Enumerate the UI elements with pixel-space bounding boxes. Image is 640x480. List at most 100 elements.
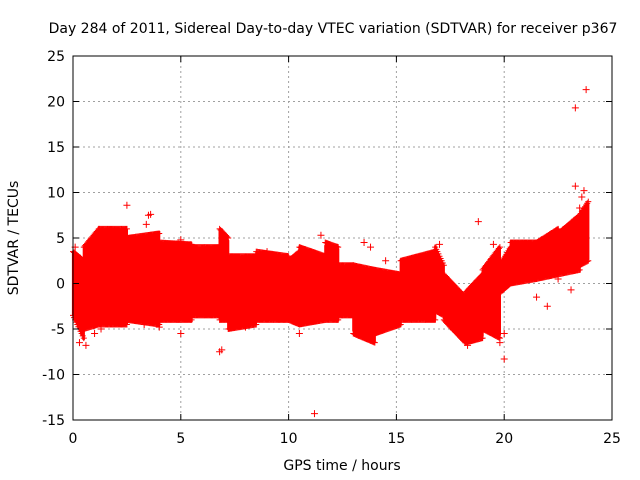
data-point-marker bbox=[317, 231, 325, 239]
data-point-marker bbox=[500, 330, 508, 338]
data-band-segment bbox=[218, 228, 230, 323]
data-band-segment bbox=[324, 240, 340, 323]
data-band-markers bbox=[296, 244, 329, 328]
data-point-marker bbox=[582, 86, 590, 94]
data-band-segment bbox=[298, 245, 327, 327]
y-tick-label: 0 bbox=[56, 277, 65, 293]
y-tick-label: 25 bbox=[47, 49, 65, 65]
data-band-segment bbox=[125, 231, 161, 327]
x-tick-label: 25 bbox=[603, 431, 621, 447]
data-point-marker bbox=[533, 293, 541, 301]
data-band-markers bbox=[496, 244, 514, 296]
data-point-marker bbox=[464, 341, 472, 349]
data-band-markers bbox=[80, 225, 102, 332]
data-band-markers bbox=[322, 239, 342, 323]
data-band-segment bbox=[82, 226, 100, 332]
data-band-markers bbox=[123, 230, 163, 328]
data-band-segment bbox=[190, 244, 221, 319]
data-point-marker bbox=[218, 346, 226, 354]
data-point-marker bbox=[576, 204, 584, 212]
x-tick-label: 20 bbox=[495, 431, 513, 447]
data-point-marker bbox=[142, 220, 150, 228]
data-point-marker bbox=[310, 410, 318, 418]
data-band-segment bbox=[373, 267, 402, 336]
data-band-segment bbox=[442, 274, 467, 343]
data-point-marker bbox=[578, 193, 586, 201]
data-point-marker bbox=[147, 210, 155, 218]
data-band-markers bbox=[156, 239, 195, 323]
data-point-marker bbox=[328, 248, 336, 256]
y-tick-label: -15 bbox=[42, 413, 65, 429]
data-point-marker bbox=[97, 325, 105, 333]
data-band-segment bbox=[535, 226, 560, 281]
x-tick-label: 5 bbox=[176, 431, 185, 447]
data-band-markers bbox=[225, 253, 260, 332]
axis-ticks: 0 5 10 15 20 25 -15 -10 -5 0 5 10 15 20 25 bbox=[42, 49, 621, 447]
data-point-marker bbox=[360, 239, 368, 247]
chart-title: Day 284 of 2011, Sidereal Day-to-day VTE… bbox=[49, 21, 618, 37]
data-band-markers bbox=[432, 244, 447, 319]
y-tick-label: 5 bbox=[56, 231, 65, 247]
data-point-marker bbox=[382, 257, 390, 265]
data-band-segment bbox=[557, 214, 581, 277]
data-band-segment bbox=[227, 253, 258, 332]
data-point-marker bbox=[295, 330, 303, 338]
data-point-marker bbox=[155, 323, 163, 331]
x-tick-label: 0 bbox=[69, 431, 78, 447]
x-tick-label: 10 bbox=[280, 431, 298, 447]
data-band-markers bbox=[397, 248, 439, 323]
data-band-markers bbox=[440, 271, 469, 346]
data-band-segment bbox=[509, 239, 538, 286]
y-tick-label: -10 bbox=[42, 368, 65, 384]
data-band-markers bbox=[95, 225, 130, 328]
data-band-markers bbox=[479, 244, 503, 342]
data-point-marker bbox=[580, 187, 588, 195]
data-point-marker bbox=[554, 275, 562, 283]
data-band-markers bbox=[555, 212, 583, 278]
data-point-marker bbox=[367, 243, 375, 251]
data-point-marker bbox=[571, 104, 579, 112]
data-point-marker bbox=[436, 240, 444, 248]
data-point-marker bbox=[140, 320, 148, 328]
data-point-marker bbox=[177, 330, 185, 338]
data-series bbox=[70, 86, 592, 418]
data-point-marker bbox=[263, 248, 271, 256]
data-band-segment bbox=[158, 240, 193, 323]
data-point-marker bbox=[270, 307, 278, 315]
data-point-marker bbox=[241, 323, 249, 331]
y-tick-label: 15 bbox=[47, 140, 65, 156]
data-band-segment bbox=[287, 251, 301, 326]
data-band-markers bbox=[216, 225, 232, 323]
x-tick-label: 15 bbox=[387, 431, 405, 447]
data-band-segment bbox=[97, 226, 128, 328]
data-point-marker bbox=[489, 240, 497, 248]
x-axis-label: GPS time / hours bbox=[283, 458, 400, 474]
data-point-marker bbox=[248, 257, 256, 265]
data-point-marker bbox=[425, 252, 433, 260]
data-band-segment bbox=[337, 262, 355, 319]
data-band-segment bbox=[399, 249, 437, 323]
data-point-marker bbox=[474, 218, 482, 226]
data-band-markers bbox=[576, 198, 592, 269]
data-point-marker bbox=[496, 339, 504, 347]
data-point-marker bbox=[567, 286, 575, 294]
y-tick-label: -5 bbox=[51, 322, 65, 338]
data-band-segment bbox=[578, 202, 590, 267]
data-point-marker bbox=[500, 355, 508, 363]
y-tick-label: 20 bbox=[47, 95, 65, 111]
data-point-marker bbox=[571, 182, 579, 190]
y-axis-label: SDTVAR / TECUs bbox=[6, 181, 22, 296]
data-point-marker bbox=[91, 330, 99, 338]
data-band-markers bbox=[350, 262, 378, 346]
data-band-markers bbox=[371, 266, 404, 337]
data-point-marker bbox=[177, 236, 185, 244]
data-point-marker bbox=[151, 314, 159, 322]
y-tick-label: 10 bbox=[47, 186, 65, 202]
data-band-markers bbox=[188, 244, 223, 319]
data-band-segment bbox=[352, 263, 376, 345]
data-band-segment bbox=[464, 272, 484, 345]
data-point-marker bbox=[82, 341, 90, 349]
data-point-marker bbox=[543, 302, 551, 310]
data-point-marker bbox=[123, 201, 131, 209]
